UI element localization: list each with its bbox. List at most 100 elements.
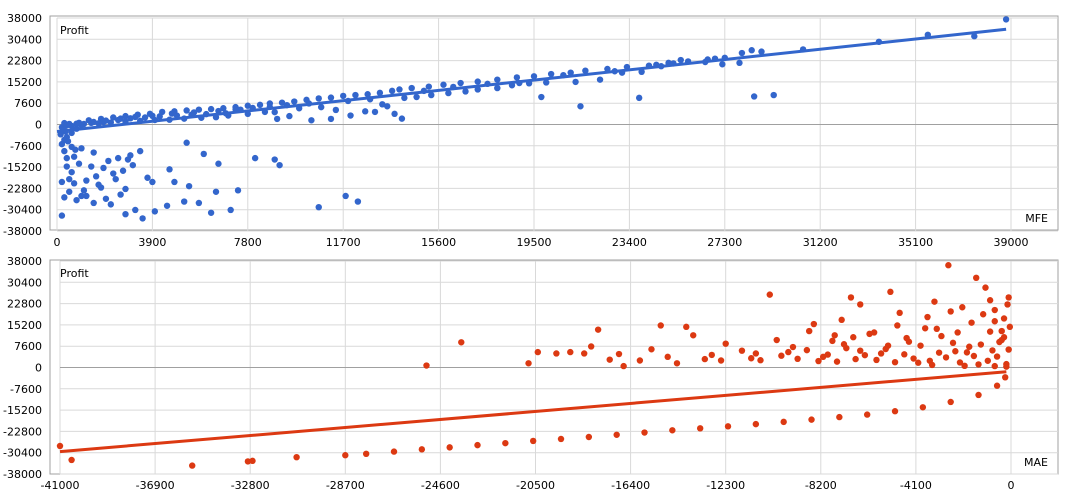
mfe-data-point [332,106,340,114]
mfe-data-point [384,103,391,110]
mfe-data-point [110,114,117,121]
mae-data-point [831,332,838,339]
mfe-data-point [354,198,362,205]
mfe-x-tick-label: 19500 [517,236,552,249]
mae-x-tick-labels: -41000 -36900 -32800 -28700 -24600 -20500 -164… [41,479,1015,492]
mae-data-point [418,446,426,453]
mfe-data-point [58,212,66,219]
mae-data-point [587,343,595,350]
mae-data-point [836,413,843,421]
mfe-x-tick-label: 35100 [898,236,933,249]
mfe-y-tick-label: -15200 [3,161,42,174]
mfe-data-point [166,166,173,173]
mfe-data-point [66,188,73,195]
mae-data-point [991,306,998,314]
mae-profit-chart: 38000 30400 22800 15200 7600 0 -7600 -15200 -228… [3,255,1059,492]
mae-data-point [752,420,760,428]
mae-data-point [850,334,857,341]
mae-x-tick-label: -36900 [136,479,175,492]
mae-data-point [993,353,1001,360]
mae-data-point [973,274,980,282]
mae-data-point [921,325,929,332]
mae-data-point [249,457,256,465]
mae-data-point [641,429,648,436]
mfe-data-point [530,73,538,80]
mfe-y-tick-label: 7600 [14,97,42,110]
mae-data-point [982,284,989,291]
mfe-x-tick-label: 27300 [707,236,742,249]
mfe-data-point [572,78,579,86]
mae-gridlines [59,260,1058,475]
mae-data-point [803,346,811,354]
mae-data-point [857,347,864,354]
mfe-data-point [80,120,88,128]
mae-data-point [446,444,453,451]
mae-data-point [961,362,968,370]
mfe-data-point [547,70,555,78]
mae-trendline [59,370,1007,454]
mfe-data-point [1002,16,1010,23]
mae-data-point [840,341,848,348]
mfe-data-point [75,160,83,167]
mae-data-point [991,362,998,370]
mae-x-tick-label: -24600 [421,479,460,492]
mfe-data-point [80,187,88,194]
mfe-data-point [83,192,90,200]
mfe-data-point [342,192,349,200]
mae-data-point [68,456,75,464]
mae-data-point [189,462,196,469]
mfe-data-point [494,76,501,83]
mae-data-point [829,337,836,345]
mfe-data-point [83,177,90,184]
mfe-data-point [215,160,222,167]
mae-data-point [613,431,620,438]
mfe-data-point [171,178,178,186]
mae-data-point [789,343,797,351]
mfe-y-axis-label: Profit [60,24,89,37]
mae-data-point [1005,294,1012,301]
mfe-data-point [207,105,215,113]
mfe-data-point [748,47,755,54]
mfe-data-point [95,181,102,188]
mfe-data-point [63,154,70,162]
mae-data-point [657,322,664,329]
mae-y-tick-label: 7600 [14,340,42,353]
mfe-data-point [736,59,743,67]
mae-data-point [979,311,987,318]
mfe-x-tick-label: 39000 [994,236,1029,249]
mfe-data-point [195,106,203,113]
mfe-data-point [371,108,379,116]
mae-data-point [910,355,917,362]
mfe-x-tick-label: 11700 [326,236,361,249]
mae-data-point [863,411,871,418]
mfe-data-point [577,103,584,110]
mfe-data-point [102,117,110,124]
mfe-plot-frame [49,15,1059,231]
mae-data-point [998,327,1005,335]
mae-data-point [458,339,465,346]
mae-x-tick-label: -20500 [516,479,555,492]
mfe-data-point [317,103,325,111]
mae-data-point [615,350,623,358]
mfe-data-point [251,154,259,162]
mae-data-point [648,346,655,353]
mfe-data-point [457,79,464,87]
mfe-data-point [102,195,110,202]
mfe-data-point [396,86,403,93]
mae-data-point [877,350,885,357]
mae-data-point [766,291,773,298]
mfe-x-tick-label: 31200 [803,236,838,249]
mfe-data-point [190,109,198,116]
mae-x-tick-label: 0 [1008,479,1015,492]
mfe-y-tick-label: -22800 [3,182,42,195]
mfe-data-point [122,210,129,218]
mfe-data-point [474,86,481,93]
mfe-data-point [758,48,765,55]
mae-data-point [794,355,801,363]
mae-data-point [1003,363,1010,370]
mfe-x-tick-label: 15600 [421,236,456,249]
mae-data-point [620,362,627,370]
mfe-y-tick-labels: 38000 30400 22800 15200 7600 0 -7600 -15200 -228… [3,12,42,238]
mae-data-point [474,441,481,449]
mae-data-point [780,418,787,426]
